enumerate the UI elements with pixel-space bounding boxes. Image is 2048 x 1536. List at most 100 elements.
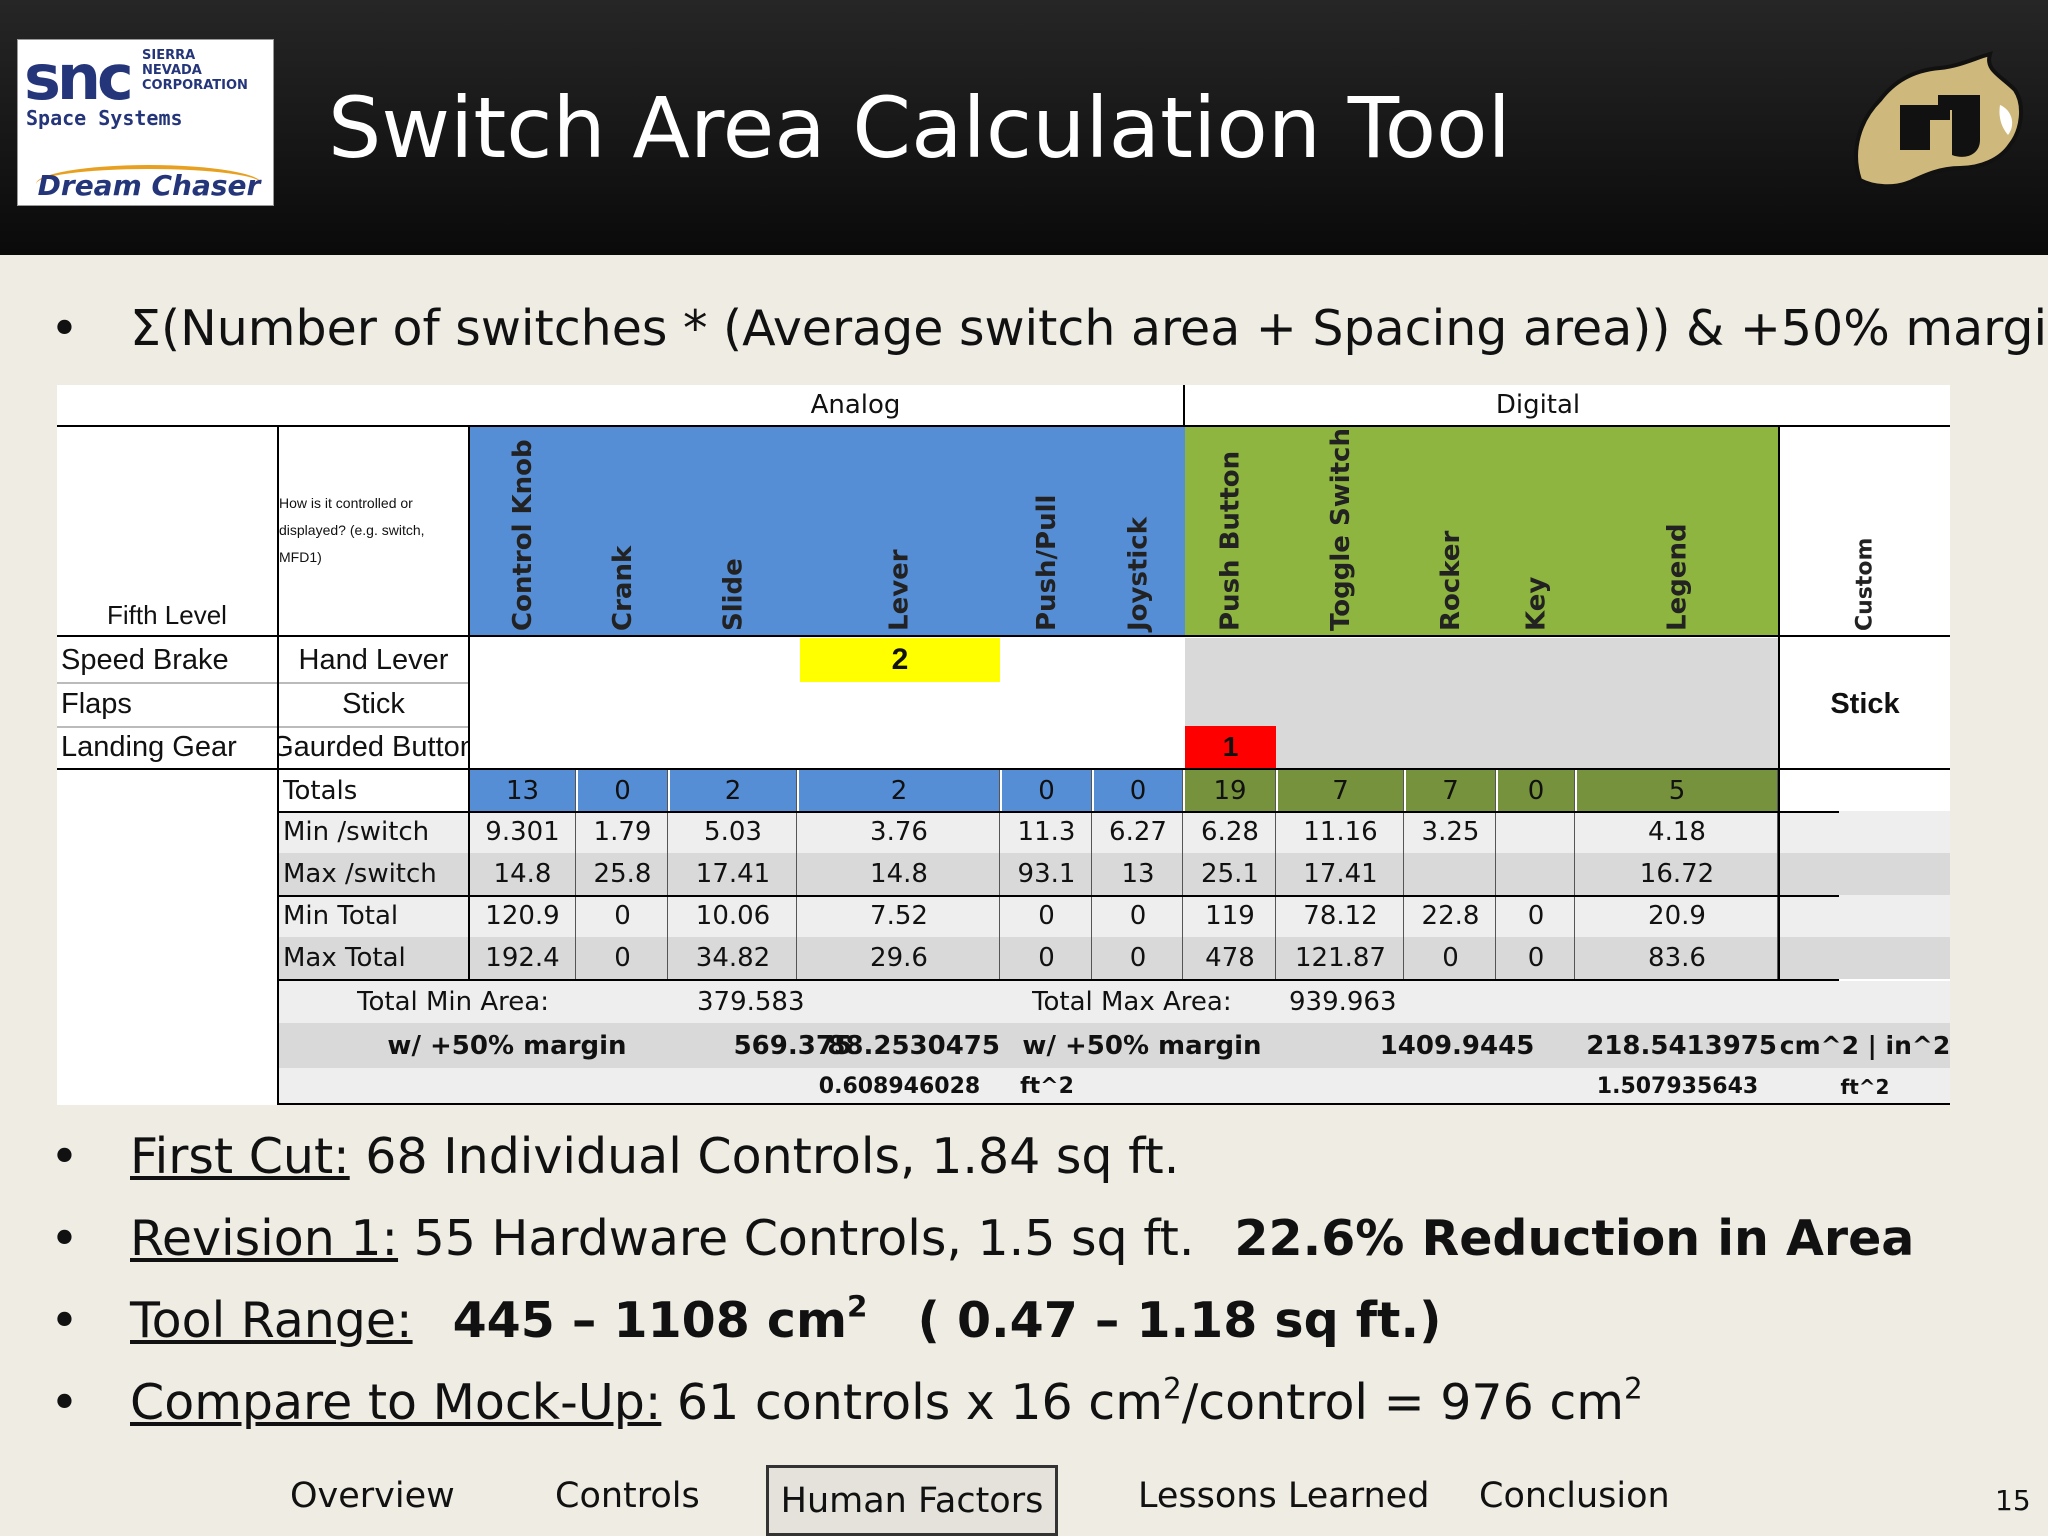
stats-cell: 0 — [1094, 937, 1183, 979]
nav-conclusion[interactable]: Conclusion — [1479, 1476, 1670, 1516]
max-margin-label: w/ +50% margin — [1022, 1030, 1262, 1061]
bullet-tool-range: • Tool Range: 445 – 1108 cm2( 0.47 – 1.18 … — [50, 1289, 1442, 1349]
col-header-joystick: Joystick — [1123, 516, 1154, 631]
row-control-speed-brake: Hand Lever — [298, 643, 449, 676]
stats-cell: 29.6 — [799, 937, 1000, 979]
stats-cell: 2 — [799, 770, 1000, 811]
table-line — [57, 635, 1950, 637]
stats-cell: 11.3 — [1002, 811, 1092, 853]
stats-cell: 0 — [578, 895, 668, 937]
min-margin-in: 88.2530475 — [827, 1030, 1000, 1061]
col-header-push-button: Push Button — [1215, 450, 1246, 631]
slide-header: snc SIERRA NEVADA CORPORATION Space Syst… — [0, 0, 2048, 255]
snc-logo-letters: snc — [24, 41, 134, 114]
nav-controls[interactable]: Controls — [555, 1476, 700, 1516]
stats-cell: 119 — [1185, 895, 1276, 937]
summary-band-1 — [279, 981, 1950, 1023]
nav-human-factors[interactable]: Human Factors — [766, 1465, 1058, 1536]
stats-cell: 2 — [670, 770, 797, 811]
stats-cell: 83.6 — [1577, 937, 1778, 979]
max-margin-in: 218.5413975 — [1586, 1030, 1777, 1061]
table-line — [57, 768, 1950, 770]
stats-row-band — [279, 853, 1950, 895]
stats-row-label: Min Total — [283, 901, 399, 931]
bullet-revision-1: • Revision 1: 55 Hardware Controls, 1.5 s… — [50, 1210, 1915, 1267]
stats-cell: 34.82 — [670, 937, 797, 979]
stats-row-label: Totals — [283, 775, 358, 806]
stats-row-label: Max Total — [283, 943, 406, 973]
summary-band-3 — [279, 1068, 1950, 1105]
col-header-crank: Crank — [608, 545, 638, 631]
stats-row-band — [279, 811, 1950, 853]
nav-overview[interactable]: Overview — [290, 1476, 455, 1516]
total-min-area-value: 379.583 — [697, 987, 805, 1017]
svg-text:CU: CU — [1840, 50, 1842, 51]
formula-bullet: • Σ(Number of switches * (Average switch … — [50, 300, 2048, 357]
stats-cell: 13 — [470, 770, 576, 811]
stats-cell: 19 — [1185, 770, 1276, 811]
min-margin-label: w/ +50% margin — [387, 1030, 627, 1061]
stats-cell: 3.76 — [799, 811, 1000, 853]
stats-cell: 3.25 — [1406, 811, 1496, 853]
stats-cell: 20.9 — [1577, 895, 1778, 937]
dream-chaser-text: Dream Chaser — [36, 165, 262, 203]
formula-text: Σ(Number of switches * (Average switch a… — [130, 300, 2048, 357]
stats-cell: 1.79 — [578, 811, 668, 853]
table-line — [1778, 425, 1780, 981]
stats-cell: 6.28 — [1185, 811, 1276, 853]
stats-cell: 7 — [1406, 770, 1496, 811]
table-line — [279, 1103, 1950, 1105]
col-header-key: Key — [1521, 576, 1552, 631]
table-line — [279, 895, 1839, 897]
max-margin-ft: 1.507935643 — [1596, 1074, 1759, 1099]
max-ft-unit: ft^2 — [1840, 1074, 1890, 1099]
stats-cell: 121.87 — [1278, 937, 1404, 979]
col-header-custom: Custom — [1852, 537, 1878, 631]
table-line — [1183, 385, 1185, 425]
stats-cell: 7.52 — [799, 895, 1000, 937]
stats-cell: 0 — [1406, 937, 1496, 979]
stats-cell: 10.06 — [670, 895, 797, 937]
stats-cell: 0 — [1094, 770, 1183, 811]
page-title: Switch Area Calculation Tool — [328, 79, 1511, 177]
space-systems-text: Space Systems — [26, 106, 183, 130]
switch-area-table: Analog Digital Fifth Level How is it con… — [57, 385, 1950, 1105]
speed-brake-lever-count: 2 — [800, 638, 1000, 682]
stats-cell: 0 — [1002, 770, 1092, 811]
table-line — [468, 425, 470, 980]
min-ft-unit: ft^2 — [1020, 1074, 1074, 1099]
snc-dream-chaser-logo: snc SIERRA NEVADA CORPORATION Space Syst… — [17, 39, 274, 206]
stats-cell: 17.41 — [1278, 853, 1404, 895]
stats-cell: 192.4 — [470, 937, 576, 979]
stats-cell — [1498, 853, 1575, 895]
flaps-custom-value: Stick — [1830, 687, 1900, 720]
bullet-compare-mock-up: • Compare to Mock-Up: 61 controls x 16 cm… — [50, 1371, 1643, 1431]
stats-cell: 0 — [1002, 937, 1092, 979]
page-number: 15 — [1995, 1484, 2031, 1517]
table-line — [57, 425, 1950, 427]
stats-cell: 478 — [1185, 937, 1276, 979]
digital-header-block — [1185, 427, 1780, 637]
stats-cell: 25.1 — [1185, 853, 1276, 895]
row-name-landing-gear: Landing Gear — [61, 730, 237, 763]
stats-row-band — [279, 937, 1950, 979]
landing-gear-push-button-count: 1 — [1185, 726, 1276, 768]
col-header-push-pull: Push/Pull — [1032, 494, 1062, 631]
stats-cell: 120.9 — [470, 895, 576, 937]
bullet-first-cut: • First Cut: 68 Individual Controls, 1.84… — [50, 1128, 1180, 1185]
table-line — [57, 682, 470, 684]
stats-cell: 25.8 — [578, 853, 668, 895]
stats-row-band — [279, 895, 1950, 937]
col-header-slide: Slide — [718, 558, 749, 631]
nav-lessons-learned[interactable]: Lessons Learned — [1138, 1476, 1430, 1516]
stats-cell: 5.03 — [670, 811, 797, 853]
stats-cell: 14.8 — [799, 853, 1000, 895]
total-min-area-label: Total Min Area: — [357, 987, 549, 1017]
area-units: cm^2 | in^2 — [1780, 1031, 1950, 1060]
stats-cell: 22.8 — [1406, 895, 1496, 937]
row-name-speed-brake: Speed Brake — [61, 643, 229, 676]
summary-band-2 — [279, 1023, 1950, 1068]
stats-cell: 0 — [1498, 895, 1575, 937]
col-header-lever: Lever — [884, 549, 915, 631]
digital-grey-area — [1185, 638, 1780, 768]
